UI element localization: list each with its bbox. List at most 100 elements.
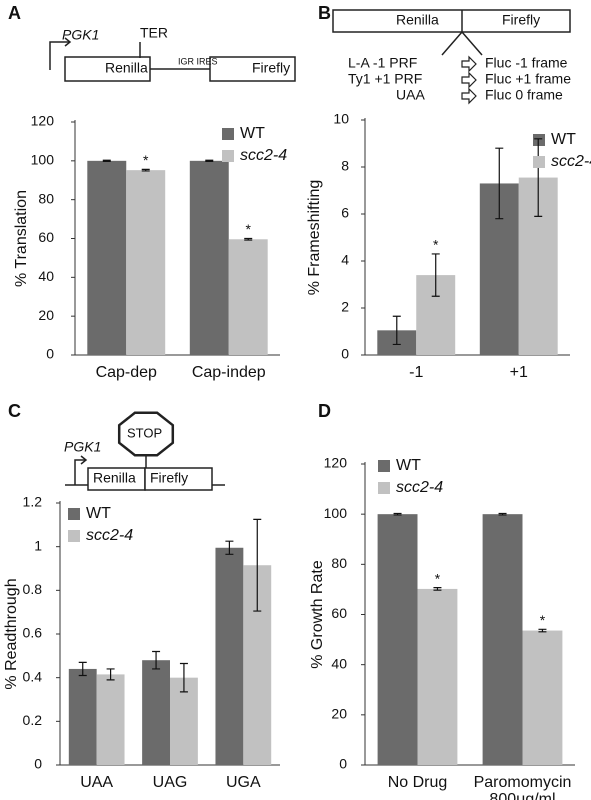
x-tick-label: Cap-dep (96, 364, 157, 381)
diagram-shape (461, 71, 477, 89)
bar (68, 668, 97, 765)
diagram-label: Fluc 0 frame (485, 87, 563, 103)
diagram-shape (144, 467, 213, 491)
legend-label: WT (240, 125, 265, 142)
error-bar (433, 587, 442, 591)
bar (228, 239, 268, 355)
x-tick-label: +1 (510, 364, 528, 381)
y-tick-label: 0 (339, 756, 347, 772)
x-tick-label: Cap-indep (192, 364, 266, 381)
bar (189, 160, 229, 355)
x-tick-label: UAG (153, 774, 188, 791)
y-tick-label: 60 (331, 605, 347, 621)
x-tick-label: Paromomycin 800μg/ml (474, 774, 572, 800)
y-tick-label: 20 (38, 307, 54, 323)
legend-label: scc2-4 (396, 479, 443, 496)
significance-marker: * (143, 152, 149, 168)
y-tick-label: 0 (341, 346, 349, 362)
y-axis-label: % Growth Rate (309, 560, 326, 669)
y-tick-label: 1.2 (23, 494, 43, 510)
y-tick-label: 4 (341, 252, 349, 268)
significance-marker: * (433, 237, 439, 253)
diagram-label: Fluc +1 frame (485, 71, 571, 87)
diagram-label: Firefly (502, 12, 540, 28)
error-bar (152, 650, 161, 670)
diagram-shape (461, 55, 477, 73)
diagram-label: IGR IRES (178, 56, 218, 66)
x-tick-label: -1 (409, 364, 423, 381)
diagram-shape (117, 411, 175, 457)
diagram-label: STOP (127, 425, 162, 440)
error-bar (498, 512, 507, 516)
error-bar (102, 159, 111, 163)
y-tick-label: 8 (341, 158, 349, 174)
legend-label: WT (86, 505, 111, 522)
error-bar (244, 237, 253, 241)
bar (126, 170, 166, 355)
y-tick-label: 10 (333, 111, 349, 127)
bar (377, 514, 418, 765)
bar (96, 674, 125, 765)
diagram-shape (49, 41, 70, 70)
legend-label: scc2-4 (240, 147, 287, 164)
error-bar (392, 315, 401, 346)
diagram-shape (80, 455, 88, 465)
legend-swatch (378, 460, 390, 472)
legend-swatch (533, 134, 545, 146)
panel-letter: D (318, 401, 331, 421)
diagram-shape (64, 37, 72, 47)
error-bar (431, 253, 440, 297)
y-axis-label: % Frameshifting (306, 180, 323, 296)
y-tick-label: 1 (34, 537, 42, 553)
diagram-label: Renilla (93, 470, 136, 486)
legend-label: WT (551, 131, 576, 148)
y-tick-label: 6 (341, 205, 349, 221)
legend-swatch (222, 150, 234, 162)
diagram-label: L-A -1 PRF (348, 55, 417, 71)
diagram-label: Firefly (252, 60, 290, 76)
legend-swatch (222, 128, 234, 140)
diagram-label: UAA (396, 87, 425, 103)
diagram-label: Ty1 +1 PRF (348, 71, 422, 87)
x-tick-label: UAA (80, 774, 113, 791)
bar (142, 660, 170, 765)
bar (417, 588, 458, 765)
diagram-shape (332, 9, 571, 33)
legend-label: scc2-4 (86, 527, 133, 544)
diagram-label: PGK1 (64, 439, 101, 455)
diagram-label: TER (140, 25, 168, 41)
significance-marker: * (435, 570, 441, 586)
y-axis-label: % Translation (13, 190, 30, 287)
bar (87, 160, 127, 355)
diagram-shape (461, 87, 477, 105)
error-bar (538, 628, 547, 633)
x-tick-label: No Drug (388, 774, 448, 791)
diagram-label: Renilla (396, 12, 439, 28)
error-bar (78, 661, 87, 677)
error-bar (225, 540, 234, 555)
y-tick-label: 0.2 (23, 712, 43, 728)
significance-marker: * (540, 612, 546, 628)
legend-swatch (533, 156, 545, 168)
x-tick-label: UGA (226, 774, 261, 791)
y-tick-label: 80 (331, 555, 347, 571)
panel-letter: C (8, 401, 21, 421)
diagram-label: Fluc -1 frame (485, 55, 568, 71)
error-bar (205, 159, 214, 163)
y-tick-label: 120 (31, 113, 55, 129)
diagram-label: Firefly (150, 470, 188, 486)
error-bar (141, 168, 150, 172)
y-tick-label: 0.8 (23, 581, 43, 597)
significance-marker: * (245, 221, 251, 237)
y-tick-label: 80 (38, 190, 54, 206)
error-bar (393, 512, 402, 516)
y-tick-label: 100 (324, 505, 348, 521)
diagram-label: PGK1 (62, 27, 99, 43)
error-bar (253, 518, 262, 612)
panel-letter: B (318, 3, 331, 23)
bar (482, 514, 523, 765)
y-tick-label: 0 (34, 756, 42, 772)
error-bar (495, 147, 504, 220)
y-tick-label: 0 (46, 346, 54, 362)
